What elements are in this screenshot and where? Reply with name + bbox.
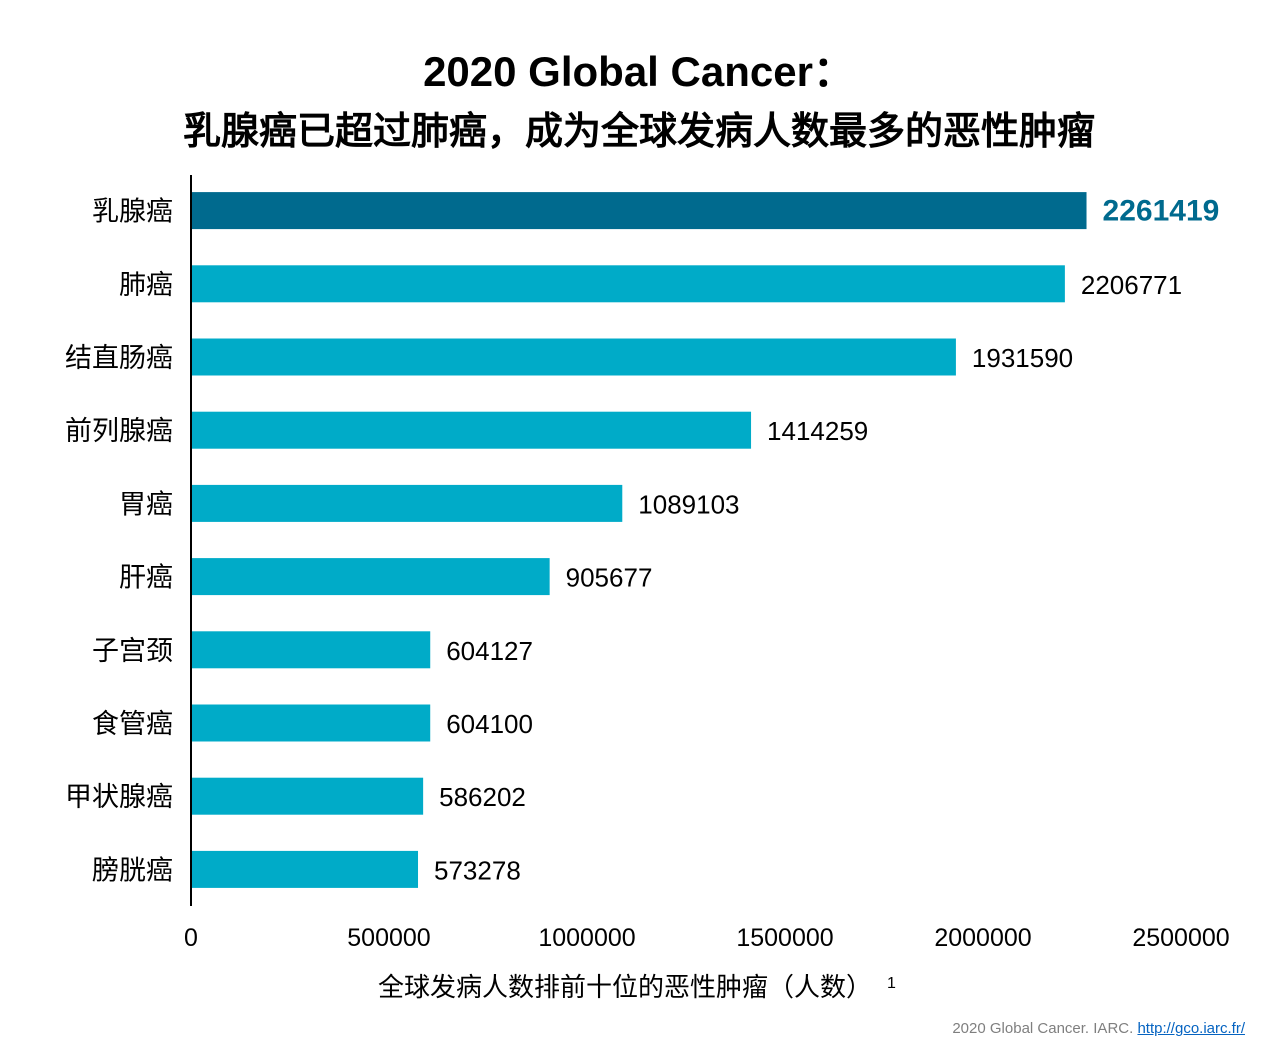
bar <box>191 631 431 669</box>
data-label: 586202 <box>439 782 526 812</box>
bar <box>191 338 956 376</box>
category-label: 甲状腺癌 <box>65 782 173 813</box>
data-label: 1089103 <box>638 489 739 519</box>
data-label: 604100 <box>446 709 533 739</box>
category-label: 胃癌 <box>119 489 173 520</box>
data-label: 2261419 <box>1103 195 1220 228</box>
x-tick-label: 2500000 <box>1132 924 1229 952</box>
bar <box>191 484 623 522</box>
category-label: 子宫颈 <box>92 636 173 667</box>
category-label: 结直肠癌 <box>65 343 173 374</box>
bar <box>191 558 550 596</box>
x-tick-label: 0 <box>184 924 198 952</box>
data-label: 573278 <box>434 855 521 885</box>
category-label: 肺癌 <box>119 270 173 301</box>
bar <box>191 777 424 815</box>
category-label: 肝癌 <box>119 563 173 594</box>
chart-subtitle: 乳腺癌已超过肺癌，成为全球发病人数最多的恶性肿瘤 <box>182 111 1095 153</box>
category-label: 膀胱癌 <box>92 855 173 886</box>
bar <box>191 265 1065 303</box>
category-label: 食管癌 <box>92 709 173 740</box>
x-tick-label: 500000 <box>347 924 430 952</box>
data-label: 905677 <box>566 563 653 593</box>
source-note: 2020 Global Cancer. IARC. http://gco.iar… <box>952 1020 1245 1037</box>
bar <box>191 850 419 888</box>
x-tick-label: 1500000 <box>736 924 833 952</box>
x-tick-label: 2000000 <box>934 924 1031 952</box>
x-axis-title: 全球发病人数排前十位的恶性肿瘤（人数） <box>378 973 872 1003</box>
bar <box>191 704 431 742</box>
bar <box>191 192 1087 230</box>
data-label: 604127 <box>446 636 533 666</box>
chart-title: 2020 Global Cancer： <box>423 48 855 95</box>
x-axis-title-footnote: 1 <box>887 975 896 992</box>
category-label: 前列腺癌 <box>65 416 173 447</box>
source-text: 2020 Global Cancer. IARC. <box>952 1020 1134 1037</box>
data-label: 1931590 <box>972 343 1073 373</box>
source-link[interactable]: http://gco.iarc.fr/ <box>1137 1020 1245 1037</box>
category-label: 乳腺癌 <box>92 197 173 228</box>
data-label: 1414259 <box>767 416 868 446</box>
x-tick-label: 1000000 <box>538 924 635 952</box>
data-label: 2206771 <box>1081 270 1182 300</box>
bar <box>191 411 752 449</box>
